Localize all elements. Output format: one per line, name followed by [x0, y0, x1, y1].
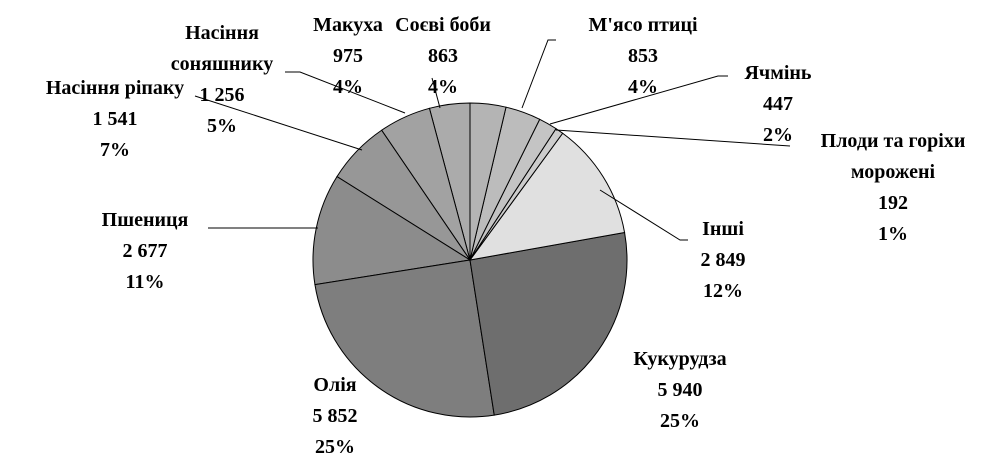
slice-label: Соєві боби 863 4% — [395, 10, 491, 103]
leader-line — [555, 129, 791, 147]
slice-label: Кукурудза 5 940 25% — [633, 344, 726, 437]
percent-label: 4% — [628, 76, 658, 98]
value-label: 863 — [427, 45, 458, 67]
value-label: 192 — [878, 192, 908, 214]
leader-line — [194, 95, 363, 151]
slice-label: Інші 2 849 12% — [701, 214, 746, 307]
percent-label: 25% — [315, 436, 355, 458]
value-label: 5 852 — [312, 405, 358, 427]
slice-label: Плоди та горіхи морожені 192 1% — [806, 126, 981, 250]
value-label: 447 — [762, 93, 793, 115]
category-name: Кукурудза — [633, 348, 727, 370]
leader-line — [599, 189, 688, 241]
value-label: 853 — [628, 45, 658, 67]
slice-label: Ячмінь 447 2% — [744, 58, 811, 151]
pie-slice — [469, 102, 507, 261]
slice-label: Макуха 975 4% — [313, 10, 383, 103]
percent-label: 4% — [332, 76, 363, 98]
leader-line — [285, 71, 406, 114]
leader-line — [431, 77, 441, 109]
category-name: Насіння ріпаку — [45, 77, 185, 99]
pie-slice — [468, 132, 626, 261]
value-label: 5 940 — [657, 379, 703, 401]
percent-label: 5% — [207, 115, 237, 137]
category-name: Плоди та горіхи морожені — [820, 130, 966, 183]
category-name: М'ясо птиці — [588, 14, 698, 36]
percent-label: 2% — [762, 124, 793, 146]
slice-label: Пшениця 2 677 11% — [102, 205, 189, 298]
value-label: 1 256 — [199, 84, 245, 106]
value-label: 2 677 — [122, 240, 168, 262]
slice-label: Олія 5 852 25% — [313, 370, 358, 463]
category-name: Макуха — [313, 14, 383, 36]
leader-line — [549, 75, 728, 125]
pie-slice — [312, 175, 472, 286]
slice-label: Насіння соняшнику 1 256 5% — [147, 18, 297, 142]
percent-label: 11% — [125, 271, 165, 293]
category-name: Ячмінь — [744, 62, 812, 84]
category-name: Інші — [702, 218, 744, 240]
percent-label: 7% — [100, 139, 130, 161]
category-name: Соєві боби — [395, 14, 491, 36]
percent-label: 25% — [660, 410, 700, 432]
slice-label: М'ясо птиці 853 4% — [588, 10, 697, 103]
percent-label: 12% — [703, 280, 743, 302]
category-name: Насіння соняшнику — [170, 22, 274, 75]
value-label: 1 541 — [92, 108, 138, 130]
leader-lines — [194, 39, 791, 241]
category-name: Пшениця — [101, 209, 189, 231]
pie-slice — [314, 259, 495, 418]
value-label: 975 — [332, 45, 363, 67]
percent-label: 4% — [427, 76, 458, 98]
leader-line — [521, 39, 556, 109]
pie-slice — [469, 231, 628, 416]
slice-label: Насіння ріпаку 1 541 7% — [46, 73, 184, 166]
category-name: Олія — [313, 374, 357, 396]
value-label: 2 849 — [700, 249, 746, 271]
percent-label: 1% — [878, 223, 908, 245]
